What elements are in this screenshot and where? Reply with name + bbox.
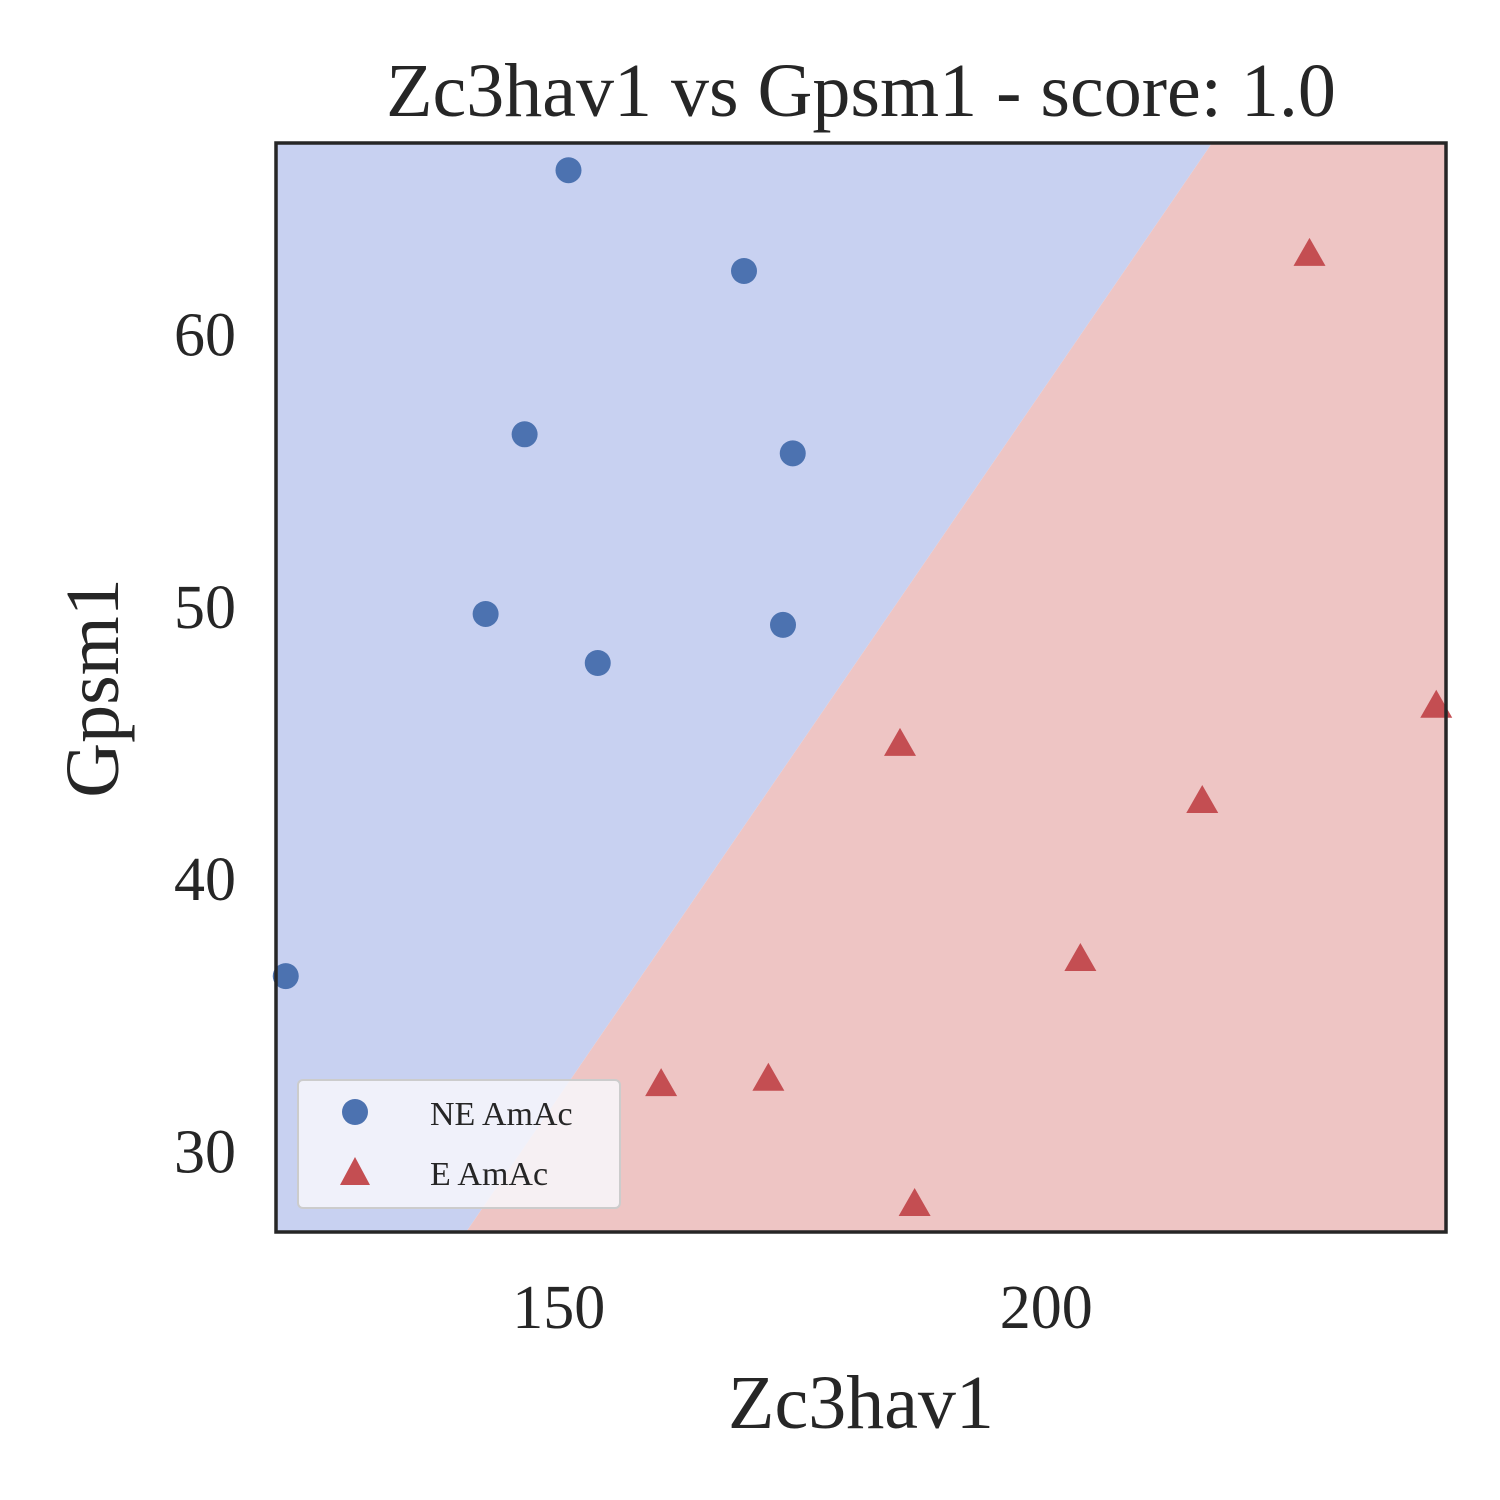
point-e-amac-1 xyxy=(1293,237,1326,266)
point-ne-amac-2 xyxy=(731,257,757,284)
y-tick-label-40: 40 xyxy=(174,846,236,914)
region-e-amac xyxy=(466,143,1446,1232)
x-axis-ticks: 150 200 xyxy=(512,1274,1093,1342)
point-ne-amac-3 xyxy=(511,421,538,448)
x-tick-label-150: 150 xyxy=(512,1274,605,1342)
legend-box xyxy=(297,1079,621,1209)
point-ne-amac-1 xyxy=(555,157,582,184)
y-axis-label: Gpsm1 xyxy=(51,578,135,798)
y-tick-label-30: 30 xyxy=(174,1118,236,1186)
data-points xyxy=(272,157,1453,1216)
point-e-amac-7 xyxy=(752,1062,785,1091)
plot-frame xyxy=(274,141,1448,1234)
point-e-amac-4 xyxy=(1186,785,1219,814)
y-axis-ticks: 30 40 50 60 xyxy=(174,302,236,1187)
point-e-amac-5 xyxy=(1064,942,1097,971)
legend-marker-ne-amac xyxy=(342,1099,368,1125)
point-e-amac-8 xyxy=(898,1187,931,1216)
legend-label-e-amac: E AmAc xyxy=(430,1156,548,1193)
point-ne-amac-4 xyxy=(779,440,806,467)
point-ne-amac-7 xyxy=(584,649,611,676)
point-e-amac-3 xyxy=(884,727,916,756)
legend-marker-e-amac xyxy=(340,1157,370,1185)
point-ne-amac-8 xyxy=(272,963,299,990)
decision-regions xyxy=(276,143,1446,1232)
x-tick-label-200: 200 xyxy=(1000,1274,1093,1342)
region-ne-amac xyxy=(276,143,1212,1232)
legend-label-ne-amac: NE AmAc xyxy=(430,1096,573,1133)
y-tick-label-50: 50 xyxy=(174,574,236,642)
point-ne-amac-6 xyxy=(770,611,796,638)
x-axis-label: Zc3hav1 xyxy=(728,1361,994,1445)
legend: NE AmAc E AmAc xyxy=(297,1079,621,1209)
point-e-amac-6 xyxy=(645,1068,678,1097)
point-ne-amac-5 xyxy=(472,600,499,627)
chart-title: Zc3hav1 vs Gpsm1 - score: 1.0 xyxy=(386,49,1336,133)
y-tick-label-60: 60 xyxy=(174,302,236,370)
